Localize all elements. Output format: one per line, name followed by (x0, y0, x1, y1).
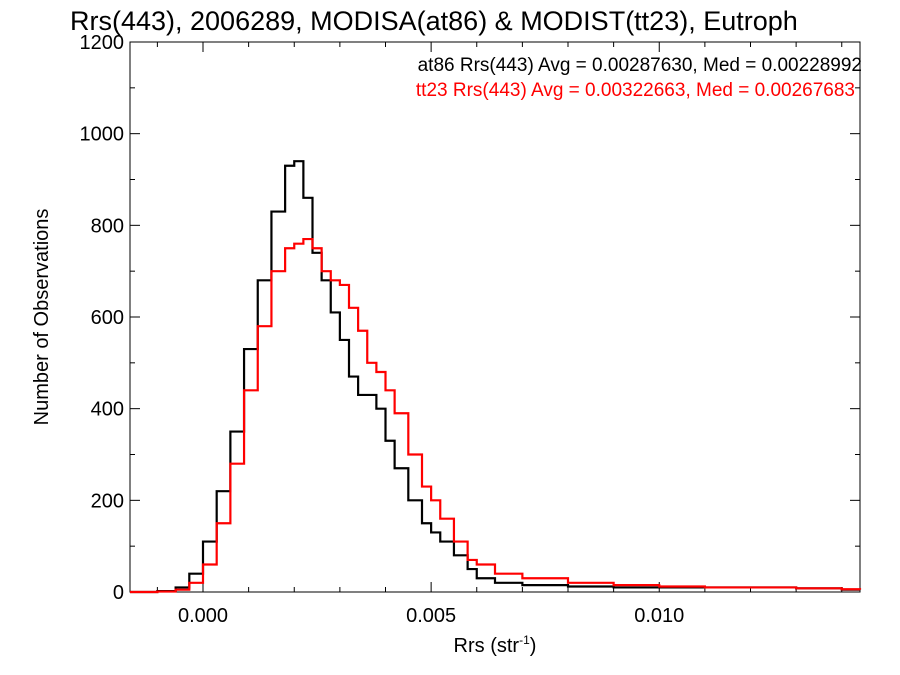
y-tick-label: 600 (91, 307, 124, 329)
series-line-tt23 (130, 237, 862, 594)
y-tick-label: 1200 (80, 32, 125, 54)
legend-entry-at86: at86 Rrs(443) Avg = 0.00287630, Med = 0.… (418, 55, 862, 76)
series-group (130, 160, 862, 594)
y-axis: 0 200 400 600 800 1000 1200 (80, 32, 860, 604)
x-axis-label-close: ) (530, 635, 537, 657)
y-tick-label: 1000 (80, 124, 125, 146)
legend-entry-tt23: tt23 Rrs(443) Avg = 0.00322663, Med = 0.… (416, 80, 855, 101)
x-axis-label-main: Rrs (str (454, 635, 520, 657)
series-line-at86 (130, 160, 860, 594)
y-tick-label: 200 (91, 490, 124, 512)
y-axis-label: Number of Observations (31, 209, 53, 426)
x-axis: 0.000 0.005 0.010 (156, 42, 843, 627)
y-tick-label: 800 (91, 215, 124, 237)
x-tick-label: 0.000 (178, 605, 228, 627)
x-axis-label-sup: -1 (519, 633, 530, 647)
y-tick-label: 0 (113, 582, 124, 604)
plot-frame (129, 41, 861, 593)
x-tick-label: 0.005 (406, 605, 456, 627)
y-tick-label: 400 (91, 399, 124, 421)
chart-title: Rrs(443), 2006289, MODISA(at86) & MODIST… (70, 6, 798, 36)
x-axis-label: Rrs (str-1) (454, 633, 537, 657)
x-tick-label: 0.010 (634, 605, 684, 627)
